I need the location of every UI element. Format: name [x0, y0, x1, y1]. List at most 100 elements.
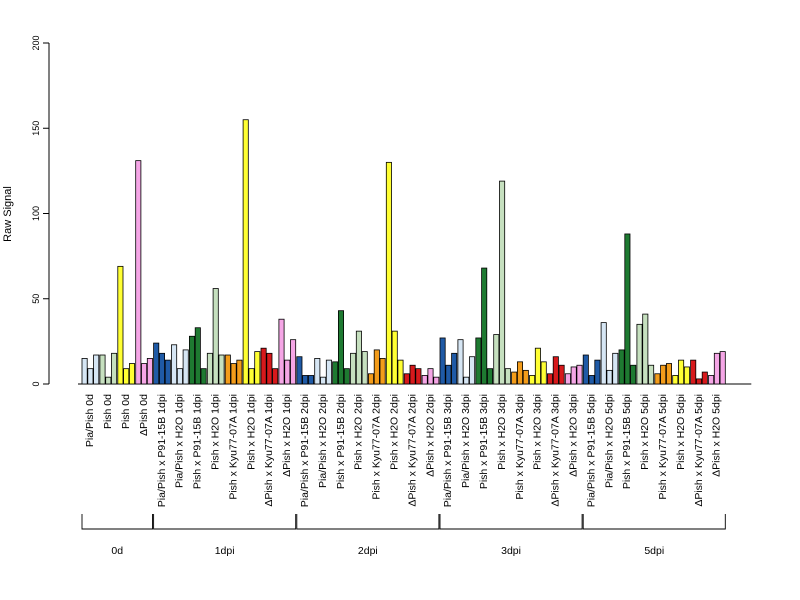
x-tick-label: Pia/Pish x P91-15B 3dpi [442, 394, 454, 507]
x-tick-label: ΔPish x H2O 3dpi [567, 394, 579, 477]
bar [630, 364, 637, 385]
bar [194, 327, 201, 385]
x-tick-label: Pia/Pish x H2O 2dpi [317, 394, 329, 488]
bar [558, 364, 565, 385]
x-tick-label: ΔPish x Kyu77-07A 5dpi [693, 394, 705, 507]
bar [600, 322, 607, 385]
bar [379, 358, 386, 385]
group-label: 5dpi [644, 545, 664, 557]
bar [296, 356, 303, 385]
x-tick-label: Pia/Pish x H2O 5dpi [603, 394, 615, 488]
bar [284, 359, 291, 385]
group-bracket [582, 514, 726, 530]
x-tick-label: Pish x H2O 3dpi [496, 394, 508, 470]
group-bracket [81, 514, 153, 530]
x-tick-label: Pia/Pish x P91-15B 5dpi [585, 394, 597, 507]
x-tick-label: Pish x Kyu77-07A 1dpi [227, 394, 239, 500]
bar [409, 364, 416, 385]
bar [439, 337, 446, 385]
bar [314, 358, 321, 385]
bar [660, 364, 667, 385]
bar [391, 330, 398, 385]
bar [254, 351, 261, 385]
bar [218, 354, 225, 385]
bar [307, 375, 314, 385]
bar [552, 356, 559, 385]
bar [337, 310, 344, 385]
bars [81, 119, 726, 385]
bar [678, 359, 685, 385]
x-tick-label: Pish x H2O 1dpi [209, 394, 221, 470]
bar [570, 366, 577, 385]
bar [486, 368, 493, 385]
x-tick-label: Pish x H2O 1dpi [245, 394, 257, 470]
bar [248, 368, 255, 385]
bar [666, 363, 673, 385]
bar [158, 352, 165, 385]
group-label: 3dpi [501, 545, 521, 557]
bar [373, 349, 380, 385]
x-tick-label: ΔPish x Kyu77-07A 1dpi [263, 394, 275, 507]
x-tick-label: Pish x H2O 2dpi [353, 394, 365, 470]
bar [111, 352, 118, 385]
bar [701, 371, 708, 385]
bar [153, 342, 160, 385]
bar [594, 359, 601, 385]
bar [534, 347, 541, 385]
bar [636, 323, 643, 385]
bar [188, 335, 195, 385]
x-tick-label: Pish 0d [102, 394, 114, 429]
bar [99, 354, 106, 385]
x-tick-label: ΔPish 0d [138, 394, 150, 436]
x-tick-label: Pia/Pish x H2O 3dpi [460, 394, 472, 488]
bar [463, 376, 470, 385]
x-tick-label: Pia/Pish x H2O 1dpi [174, 394, 186, 488]
bar [457, 339, 464, 385]
bar [433, 376, 440, 385]
x-tick-label: Pish x P91-15B 2dpi [335, 394, 347, 489]
bar [171, 344, 178, 385]
x-tick-label: Pish 0d [120, 394, 132, 429]
bar [397, 359, 404, 385]
bar [182, 349, 189, 385]
bar [367, 373, 374, 385]
bar [475, 337, 482, 385]
bar [469, 356, 476, 385]
bar [582, 354, 589, 385]
bar [529, 375, 536, 385]
bar [355, 330, 362, 385]
x-tick-label: ΔPish x H2O 5dpi [711, 394, 723, 477]
bar [302, 375, 309, 385]
x-tick-label: ΔPish x Kyu77-07A 3dpi [550, 394, 562, 507]
bar [654, 373, 661, 385]
bar [385, 161, 392, 385]
y-tick-label: 200 [31, 35, 41, 50]
x-tick-label: Pish x Kyu77-07A 5dpi [657, 394, 669, 500]
bar [504, 368, 511, 385]
x-tick-label: Pish x Kyu77-07A 3dpi [514, 394, 526, 500]
bar [81, 358, 88, 385]
bar [415, 368, 422, 385]
bar [242, 119, 249, 385]
bar [325, 359, 332, 385]
x-tick-label: Pish x Kyu77-07A 2dpi [371, 394, 383, 500]
bar [230, 363, 237, 385]
x-tick-label: Pish x H2O 3dpi [532, 394, 544, 470]
group-brackets: 0d 1dpi 2dpi 3dpi 5dpi [81, 514, 726, 557]
y-axis: 0 50 100 150 200 [31, 35, 50, 387]
bar [93, 354, 100, 385]
group-bracket [153, 514, 297, 530]
bar [683, 366, 690, 385]
bar [117, 265, 124, 385]
bar [719, 351, 726, 385]
bar [696, 378, 703, 385]
group-label: 1dpi [215, 545, 235, 557]
bar [642, 313, 649, 385]
y-axis-label: Raw Signal [2, 186, 14, 242]
bar [493, 334, 500, 385]
bar [206, 352, 213, 385]
bar [576, 364, 583, 385]
bar [690, 359, 697, 385]
bar [588, 375, 595, 385]
